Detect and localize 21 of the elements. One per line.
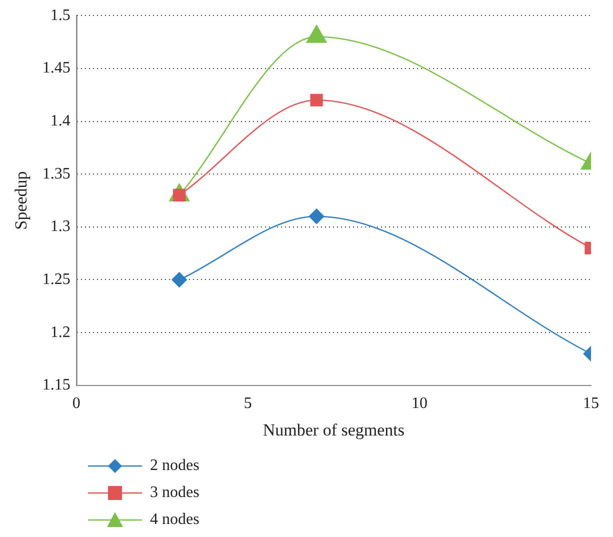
x-tick-label: 15 [583, 395, 599, 412]
point [172, 272, 187, 288]
x-tick-label: 5 [244, 395, 252, 412]
point [308, 208, 324, 224]
point [310, 94, 323, 106]
y-axis-title: Speedup [12, 171, 31, 230]
point [306, 25, 327, 43]
x-tick-label: 0 [72, 395, 80, 412]
x-tick-label: 10 [411, 395, 428, 412]
y-tick-label: 1.45 [42, 60, 70, 77]
y-tick-label: 1.4 [50, 112, 70, 130]
y-tick-label: 1.2 [50, 324, 70, 341]
legend-label: 2 nodes [150, 456, 200, 474]
y-tick-label: 1.15 [42, 376, 70, 394]
y-tick-label: 1.35 [42, 165, 70, 182]
legend-label: 3 nodes [150, 484, 200, 502]
y-tick-label: 1.5 [50, 6, 70, 24]
y-tick-label: 1.3 [50, 218, 70, 236]
y-tick-label: 1.25 [42, 270, 70, 288]
legend-label: 4 nodes [150, 510, 200, 528]
x-axis-title: Number of segments [262, 420, 405, 440]
